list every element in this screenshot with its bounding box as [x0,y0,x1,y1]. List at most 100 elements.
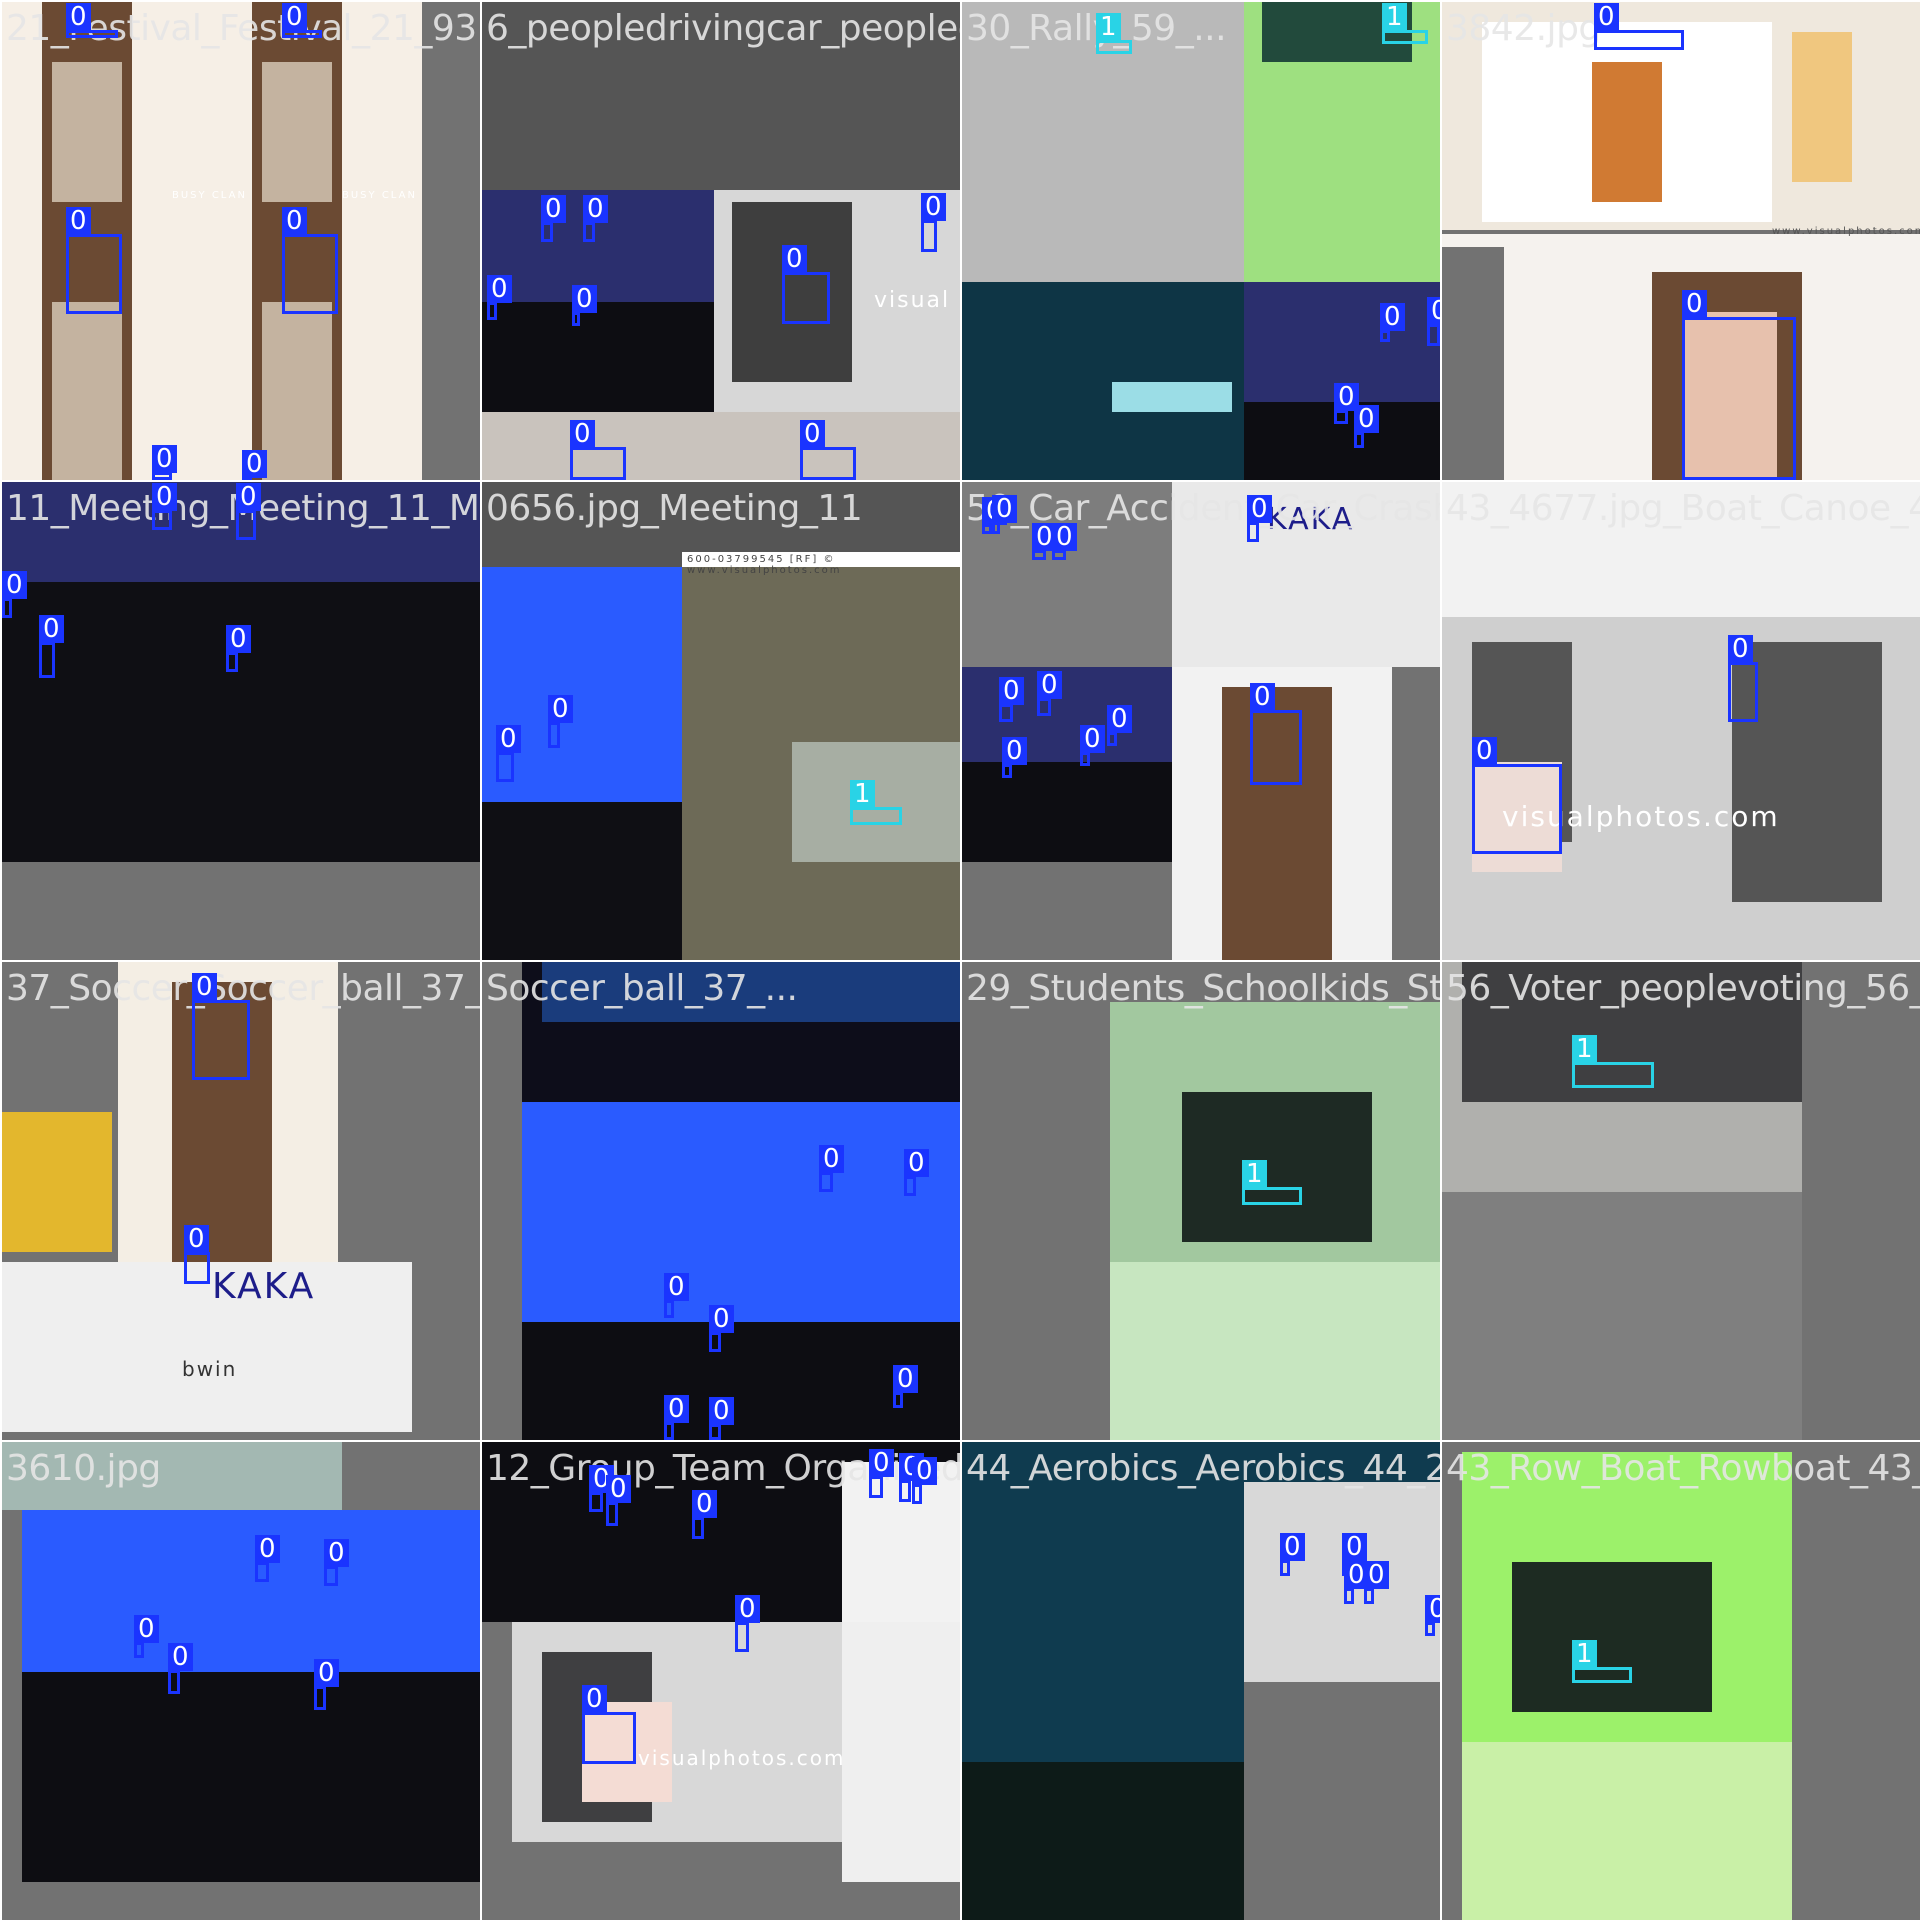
face-bounding-box: 0 [1427,297,1440,346]
image-region [1512,1562,1712,1712]
image-watermark-text: bwin [182,1357,238,1381]
face-bounding-box: 0 [487,275,512,320]
class-label: 0 [66,3,91,31]
face-bounding-box: 0 [869,1449,894,1498]
image-region [262,302,332,480]
image-region [962,282,1244,480]
class-label: 0 [1364,1561,1389,1589]
class-label: 0 [1594,3,1619,31]
class-label: 0 [66,207,91,235]
tile-filename: 6_peopledrivingcar_peopledrivingcar_6_..… [486,8,960,49]
face-bounding-box: 0 [1728,635,1758,722]
image-region [962,2,1244,282]
image-region [342,1442,480,1510]
class-label: 0 [1250,683,1275,711]
face-bounding-box: 0 [664,1273,689,1318]
image-region [172,982,272,1262]
class-label: 0 [282,3,307,31]
face-bounding-box: 0 [314,1659,339,1710]
class-label: 0 [904,1149,929,1177]
class-label: 0 [1247,495,1272,523]
plate-bounding-box: 1 [1242,1160,1302,1205]
class-label: 0 [242,450,267,478]
class-label: 0 [572,285,597,313]
class-label: 0 [692,1490,717,1518]
image-watermark-text: visual [874,288,951,313]
class-label: 1 [1242,1160,1267,1188]
image-region [2,862,480,960]
image-region [1392,667,1440,960]
face-bounding-box: 0 [282,3,322,38]
face-bounding-box: 0 [1354,405,1379,448]
face-bounding-box: 0 [1380,303,1405,342]
face-bounding-box: 0 [782,245,830,324]
image-region [1244,1682,1440,1920]
image-region [2,1112,112,1252]
image-region [1792,32,1852,182]
face-bounding-box: 0 [1682,290,1796,480]
face-bounding-box: 0 [1080,725,1105,766]
class-label: 0 [1037,671,1062,699]
class-label: 0 [1728,635,1753,663]
class-label: 0 [192,973,217,1001]
image-region [1222,687,1332,960]
class-label: 0 [496,725,521,753]
image-region [1112,382,1232,412]
tile-filename: 50_Car_Accident_Car_Crash_50_... [966,488,1440,529]
face-bounding-box: 0 [1334,383,1359,424]
plate-bounding-box: 1 [1382,3,1428,44]
tile-filename: 29_Students_Schoolkids_Students_... [966,968,1440,1009]
face-bounding-box: 0 [1344,1561,1369,1604]
class-label: 0 [1425,1595,1440,1623]
face-bounding-box: 0 [1107,705,1132,746]
plate-bounding-box: 1 [850,780,902,825]
class-label: 0 [2,571,27,599]
class-label: 0 [487,275,512,303]
image-watermark-text: visualphotos.com [638,1746,846,1770]
face-bounding-box: 0 [192,973,250,1080]
face-bounding-box: 0 [570,420,626,480]
class-label: 0 [226,625,251,653]
tile-filename: 3610.jpg [6,1448,161,1489]
image-region [482,1622,512,1920]
face-bounding-box: 0 [541,195,566,242]
image-region [482,962,522,1440]
face-bounding-box: 0 [39,615,64,678]
image-watermark-text: BUSY CLAN [172,190,247,201]
face-bounding-box: 0 [548,695,573,748]
face-bounding-box: 0 [1250,683,1302,785]
image-region [1182,1092,1372,1242]
image-region [842,1622,960,1882]
class-label: 0 [134,1615,159,1643]
tile-filename: 44_Aerobics_Aerobics_44_238.jpg [966,1448,1440,1489]
image-region [22,1672,480,1882]
mosaic-tile: 29_Students_Schoolkids_Students_... 1 [962,962,1440,1440]
face-bounding-box: 0 [904,1149,929,1196]
image-watermark-text: www.visualphotos.com [1772,226,1920,237]
class-label: 0 [709,1305,734,1333]
plate-bounding-box: 1 [1572,1640,1632,1683]
plate-bounding-box: 1 [1096,13,1132,54]
image-region [962,762,1172,862]
face-bounding-box: 0 [982,497,1007,534]
class-label: 0 [541,195,566,223]
image-region [542,962,960,1022]
face-bounding-box: 0 [66,3,118,38]
face-bounding-box: 0 [572,285,597,326]
face-bounding-box: 0 [1425,1595,1440,1636]
class-label: 0 [39,615,64,643]
face-bounding-box: 0 [912,1457,937,1504]
tile-filename: 43_Row_Boat_Rowboat_43_... [1446,1448,1920,1489]
face-bounding-box: 0 [800,420,856,480]
image-region [52,62,122,202]
mosaic-tile: KAKA50_Car_Accident_Car_Crash_50_...0000… [962,482,1440,960]
face-bounding-box: 0 [236,483,261,540]
class-label: 0 [709,1397,734,1425]
face-bounding-box: 0 [999,677,1024,722]
face-bounding-box: 0 [735,1595,760,1652]
face-bounding-box: 0 [184,1225,210,1284]
face-bounding-box: 0 [1247,495,1272,542]
class-label: 0 [664,1273,689,1301]
